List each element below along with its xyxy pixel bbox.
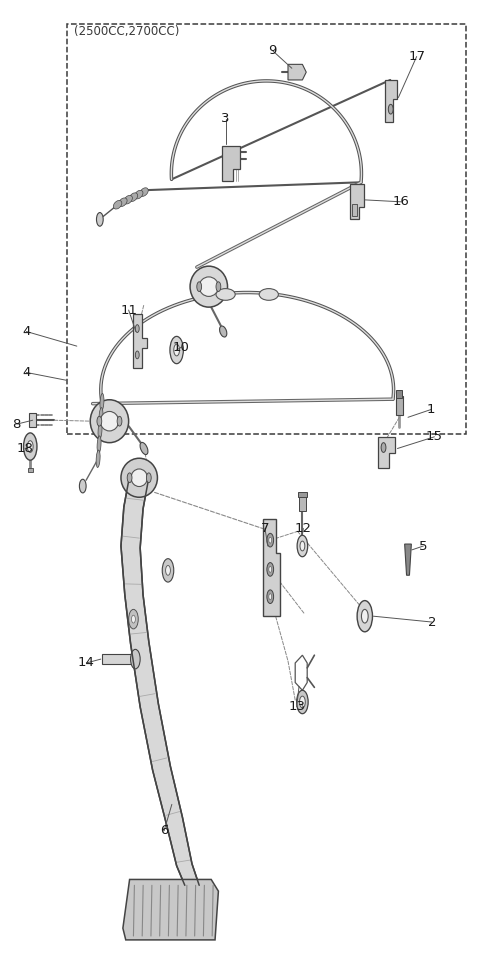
- Circle shape: [162, 559, 174, 582]
- Circle shape: [197, 282, 202, 292]
- Text: 8: 8: [12, 417, 21, 431]
- Text: 12: 12: [295, 522, 312, 535]
- Polygon shape: [405, 544, 411, 575]
- Text: 5: 5: [419, 539, 428, 553]
- Polygon shape: [133, 314, 147, 368]
- Ellipse shape: [134, 190, 143, 199]
- Circle shape: [357, 601, 372, 632]
- Ellipse shape: [99, 408, 103, 425]
- Ellipse shape: [97, 436, 101, 453]
- Circle shape: [117, 416, 122, 426]
- Polygon shape: [350, 184, 364, 219]
- Circle shape: [97, 416, 102, 426]
- Text: (2500CC,2700CC): (2500CC,2700CC): [74, 24, 180, 38]
- Text: 10: 10: [173, 340, 190, 354]
- Ellipse shape: [259, 289, 278, 300]
- Text: 2: 2: [428, 615, 436, 629]
- Ellipse shape: [100, 411, 119, 431]
- Ellipse shape: [199, 277, 218, 296]
- Circle shape: [27, 441, 33, 452]
- Ellipse shape: [131, 469, 147, 487]
- Ellipse shape: [100, 394, 104, 410]
- Circle shape: [361, 609, 368, 623]
- Text: 7: 7: [261, 522, 269, 535]
- Text: 1: 1: [427, 403, 435, 416]
- Ellipse shape: [119, 198, 127, 207]
- Ellipse shape: [113, 201, 122, 209]
- Ellipse shape: [90, 400, 129, 443]
- Polygon shape: [378, 437, 395, 468]
- Circle shape: [166, 566, 170, 575]
- Circle shape: [96, 213, 103, 226]
- Circle shape: [269, 537, 272, 543]
- Polygon shape: [123, 879, 218, 940]
- Text: 3: 3: [221, 112, 230, 126]
- Text: 9: 9: [268, 44, 277, 58]
- Bar: [102, 654, 133, 664]
- Circle shape: [131, 649, 140, 669]
- Polygon shape: [385, 80, 397, 122]
- Circle shape: [135, 351, 139, 359]
- Text: 4: 4: [22, 325, 31, 338]
- Polygon shape: [222, 146, 240, 181]
- Text: 4: 4: [22, 366, 31, 379]
- Circle shape: [24, 433, 37, 460]
- Polygon shape: [288, 64, 306, 80]
- Text: 15: 15: [426, 430, 443, 444]
- Bar: [299, 495, 306, 511]
- Circle shape: [129, 609, 138, 629]
- Circle shape: [127, 473, 132, 483]
- Ellipse shape: [96, 450, 100, 467]
- Circle shape: [267, 563, 274, 576]
- Ellipse shape: [190, 266, 228, 307]
- Ellipse shape: [219, 326, 227, 337]
- Circle shape: [267, 590, 274, 604]
- Circle shape: [269, 566, 272, 572]
- Circle shape: [297, 535, 308, 557]
- Bar: [396, 396, 403, 415]
- Polygon shape: [121, 476, 199, 885]
- Text: 17: 17: [408, 50, 425, 63]
- Ellipse shape: [140, 188, 148, 196]
- Text: 13: 13: [288, 700, 305, 714]
- Ellipse shape: [98, 422, 102, 439]
- Circle shape: [297, 690, 308, 714]
- Circle shape: [388, 104, 393, 114]
- Circle shape: [135, 325, 139, 332]
- Circle shape: [267, 533, 274, 547]
- Bar: [28, 468, 33, 472]
- Circle shape: [132, 615, 135, 623]
- Bar: [396, 390, 402, 398]
- Text: 18: 18: [16, 442, 34, 455]
- Circle shape: [300, 541, 305, 551]
- Text: 14: 14: [78, 656, 95, 670]
- Circle shape: [170, 336, 183, 364]
- Text: 11: 11: [120, 303, 137, 317]
- Ellipse shape: [216, 289, 235, 300]
- Ellipse shape: [121, 458, 157, 497]
- Polygon shape: [263, 519, 280, 616]
- Circle shape: [300, 696, 305, 708]
- Text: 16: 16: [393, 195, 410, 209]
- Circle shape: [269, 594, 272, 600]
- Circle shape: [79, 480, 86, 493]
- Bar: [298, 492, 307, 497]
- Ellipse shape: [124, 195, 132, 204]
- Circle shape: [146, 473, 151, 483]
- Bar: [352, 204, 357, 216]
- Text: 6: 6: [160, 824, 168, 838]
- Ellipse shape: [129, 193, 138, 202]
- Bar: [29, 413, 36, 427]
- Ellipse shape: [140, 443, 148, 454]
- Circle shape: [174, 344, 180, 356]
- Circle shape: [381, 443, 386, 452]
- Circle shape: [216, 282, 221, 292]
